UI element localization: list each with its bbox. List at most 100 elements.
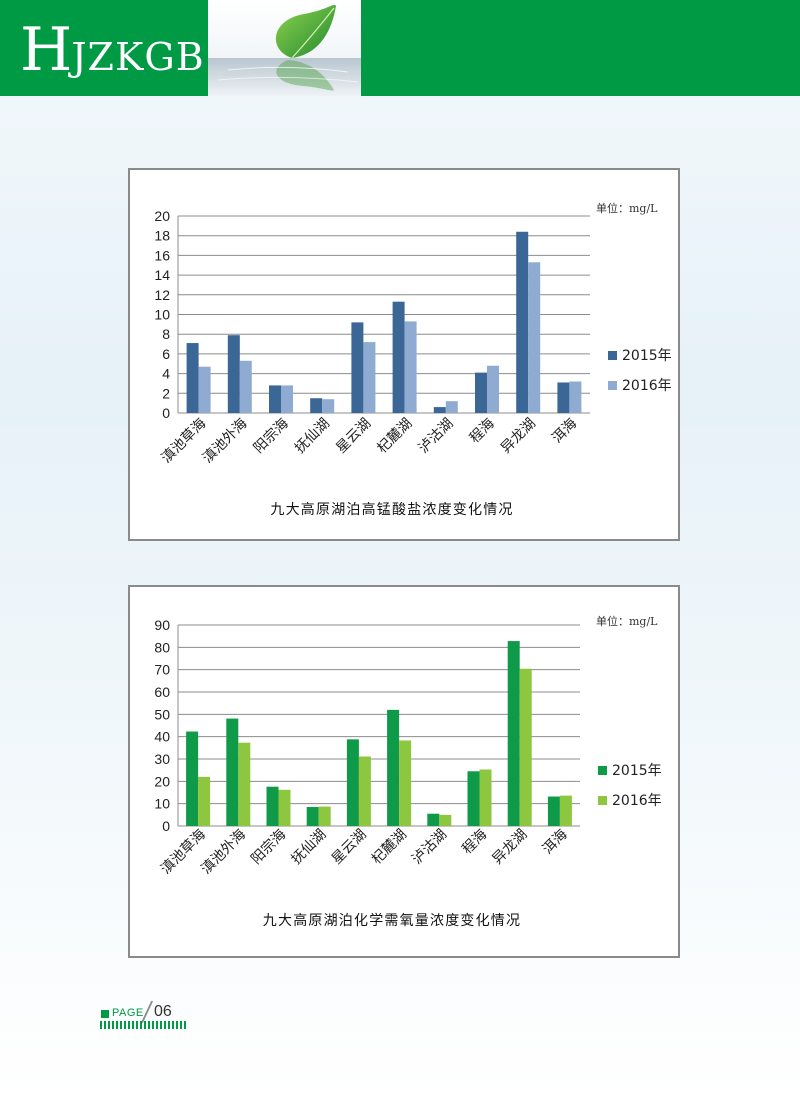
category-label: 泸沽湖 [409, 827, 450, 868]
y-tick-label: 60 [154, 684, 170, 700]
bar [266, 786, 279, 826]
bar [238, 742, 251, 826]
legend-label: 2015年 [622, 348, 672, 364]
y-tick-label: 2 [162, 385, 170, 401]
category-label: 洱海 [549, 416, 580, 447]
bar [439, 814, 452, 826]
logo-rest-letters: JZKGB [71, 35, 205, 79]
bar [475, 372, 487, 413]
category-label: 阳宗海 [248, 827, 289, 868]
category-label: 洱海 [540, 827, 571, 858]
y-tick-label: 12 [154, 287, 170, 303]
leaf-icon [208, 4, 361, 96]
bar [186, 731, 199, 826]
bar [507, 641, 520, 826]
footer-stripes [100, 1021, 186, 1029]
y-tick-label: 50 [154, 706, 170, 722]
bar [269, 385, 281, 413]
y-tick-label: 10 [154, 307, 170, 323]
legend-swatch [598, 796, 607, 805]
y-tick-label: 0 [162, 818, 170, 834]
y-tick-label: 70 [154, 662, 170, 678]
bar [318, 806, 331, 826]
bar [226, 718, 239, 826]
bar [239, 360, 252, 413]
bar [281, 385, 293, 413]
bar [399, 740, 412, 826]
category-label: 泸沽湖 [416, 416, 457, 457]
bar [198, 776, 211, 826]
y-tick-label: 6 [162, 346, 170, 362]
bar [404, 321, 417, 413]
category-label: 异龙湖 [498, 416, 539, 457]
bar [387, 709, 400, 826]
legend-swatch [598, 766, 607, 775]
category-label: 滇池草海 [159, 416, 210, 467]
y-tick-label: 80 [154, 639, 170, 655]
bar [557, 382, 570, 413]
category-label: 程海 [467, 416, 498, 447]
category-label: 滇池外海 [200, 416, 251, 467]
y-tick-label: 8 [162, 326, 170, 342]
y-tick-label: 30 [154, 751, 170, 767]
bar [358, 756, 371, 826]
bar [310, 398, 323, 413]
chart-title: 九大高原湖泊化学需氧量浓度变化情况 [263, 912, 521, 929]
bar [519, 668, 532, 826]
page-label: PAGE [112, 1007, 144, 1019]
bar [427, 813, 440, 826]
category-label: 抚仙湖 [292, 416, 333, 457]
bar [306, 807, 319, 826]
legend-label: 2016年 [622, 378, 672, 394]
category-label: 杞麓湖 [369, 827, 410, 868]
y-tick-label: 18 [154, 228, 170, 244]
y-tick-label: 40 [154, 729, 170, 745]
y-tick-label: 0 [162, 405, 170, 421]
category-label: 滇池外海 [198, 827, 249, 878]
unit-label: 单位：mg/L [596, 201, 658, 215]
bar [467, 771, 480, 826]
bar [227, 335, 240, 413]
bar [186, 343, 199, 413]
bar [445, 401, 458, 413]
y-tick-label: 90 [154, 617, 170, 633]
page-footer: PAGE 06 [100, 1001, 190, 1033]
chart-panel-permanganate: 0 2 4 6 8 10 12 14 16 18 20 滇池草海 滇池外海 阳宗海 抚仙湖 星云湖 杞麓湖 泸沽湖… [128, 168, 680, 541]
bar [346, 739, 359, 826]
category-label: 星云湖 [329, 827, 370, 868]
bar [487, 365, 499, 413]
bar [559, 795, 572, 826]
bar [363, 342, 376, 413]
bar [479, 769, 492, 826]
y-tick-label: 16 [154, 247, 170, 263]
footer-square-icon [101, 1010, 109, 1018]
legend-label: 2015年 [612, 763, 662, 779]
category-label: 程海 [459, 827, 490, 858]
bar [392, 301, 405, 413]
chart-panel-cod: 0 10 20 30 40 50 60 70 80 90 滇池草海 滇池外海 阳宗海 抚仙湖 星云湖 杞麓湖泸… [128, 585, 680, 958]
category-label: 异龙湖 [490, 827, 531, 868]
y-tick-label: 10 [154, 796, 170, 812]
bar [433, 407, 446, 413]
bar [569, 381, 582, 413]
y-tick-label: 14 [154, 267, 170, 283]
leaf-photo [208, 0, 361, 96]
chart-cod: 0102030405060708090滇池草海滇池外海 阳宗海 抚仙湖 星云湖 杞麓湖泸… [154, 614, 662, 929]
logo-text: HJZKGB [20, 14, 205, 93]
logo: HJZKGB [0, 0, 208, 96]
y-tick-label: 4 [162, 366, 170, 382]
bar [547, 796, 560, 826]
bar [516, 231, 529, 413]
bar [351, 322, 364, 413]
legend-swatch [608, 351, 617, 360]
y-tick-label: 20 [154, 773, 170, 789]
category-label: 星云湖 [333, 416, 374, 457]
bar [322, 399, 335, 413]
legend-swatch [608, 381, 617, 390]
unit-label: 单位：mg/L [596, 614, 658, 628]
page-number: 06 [154, 1003, 172, 1020]
chart-title: 九大高原湖泊高锰酸盐浓度变化情况 [270, 501, 513, 518]
bar [198, 366, 211, 413]
legend-label: 2016年 [612, 793, 662, 809]
